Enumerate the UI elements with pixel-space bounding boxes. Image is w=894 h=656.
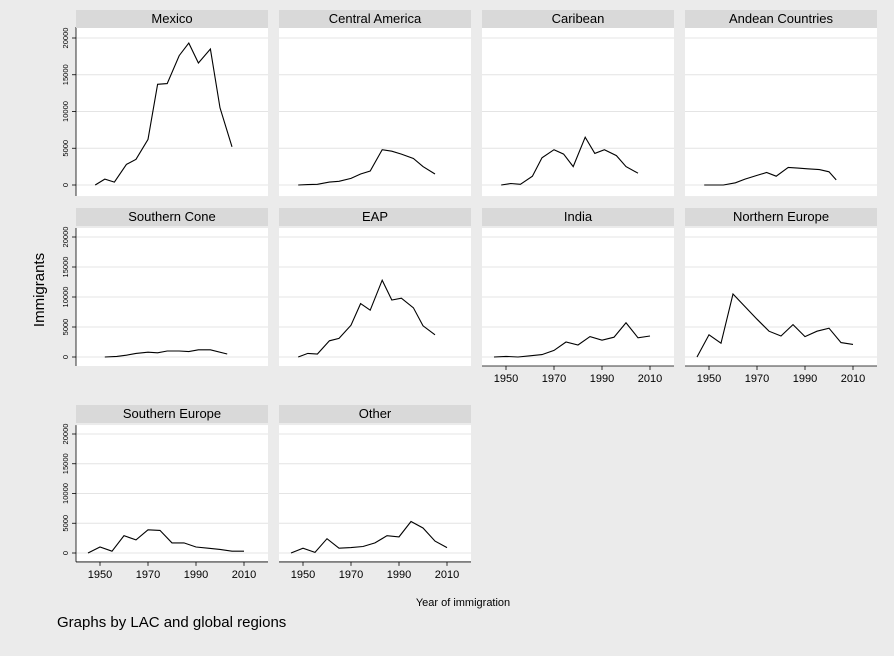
line (298, 149, 436, 186)
line (493, 321, 651, 358)
line (290, 520, 448, 554)
line (94, 42, 233, 186)
x-tick-label: 1970 (745, 373, 769, 385)
y-tick-label: 10000 (61, 101, 70, 122)
x-tick-label: 1990 (793, 373, 817, 385)
x-tick-label: 1990 (184, 569, 208, 581)
line (696, 292, 854, 358)
x-axis-title: Year of immigration (416, 597, 510, 609)
panel-title: Mexico (151, 11, 192, 26)
y-tick-label: 10000 (61, 287, 70, 308)
y-tick-label: 5000 (61, 319, 70, 336)
x-tick-label: 1990 (387, 569, 411, 581)
y-tick-label: 5000 (61, 515, 70, 532)
y-tick-label: 15000 (61, 64, 70, 85)
panel-title: Central America (329, 11, 422, 26)
panel-header (76, 208, 268, 226)
line (104, 349, 228, 358)
note: Graphs by LAC and global regions (57, 614, 286, 631)
panel-header (685, 208, 877, 226)
y-axis-title: Immigrants (31, 253, 48, 327)
panel-header (482, 208, 674, 226)
y-tick-label: 20000 (61, 28, 70, 49)
y-tick-label: 5000 (61, 140, 70, 157)
panel-header (279, 405, 471, 423)
y-tick-label: 10000 (61, 483, 70, 504)
y-tick-label: 15000 (61, 257, 70, 278)
x-tick-label: 2010 (841, 373, 865, 385)
panel-header (279, 10, 471, 28)
x-tick-label: 1990 (590, 373, 614, 385)
panel-header (685, 10, 877, 28)
y-tick-label: 0 (61, 551, 70, 555)
y-tick-label: 20000 (61, 424, 70, 445)
y-tick-label: 15000 (61, 453, 70, 474)
line (501, 135, 639, 186)
x-tick-label: 1970 (136, 569, 160, 581)
x-tick-label: 1950 (291, 569, 315, 581)
x-tick-label: 1950 (88, 569, 112, 581)
y-tick-label: 20000 (61, 227, 70, 248)
line (704, 166, 837, 186)
x-tick-label: 1950 (697, 373, 721, 385)
panel-header (76, 405, 268, 423)
panel-title: EAP (362, 209, 388, 224)
panel-header (482, 10, 674, 28)
x-tick-label: 2010 (232, 569, 256, 581)
x-tick-label: 1970 (542, 373, 566, 385)
panel-title: Other (359, 406, 392, 421)
x-tick-label: 1950 (494, 373, 518, 385)
panel-title: Caribean (552, 11, 605, 26)
x-tick-label: 2010 (435, 569, 459, 581)
panel-title: Southern Cone (128, 209, 215, 224)
panel-title: Andean Countries (729, 11, 834, 26)
panel-header (76, 10, 268, 28)
panel-header (279, 208, 471, 226)
y-tick-label: 0 (61, 183, 70, 187)
x-tick-label: 2010 (638, 373, 662, 385)
panel-title: India (564, 209, 593, 224)
panel-title: Southern Europe (123, 406, 221, 421)
panel-title: Northern Europe (733, 209, 829, 224)
line (298, 278, 436, 358)
x-tick-label: 1970 (339, 569, 363, 581)
line (87, 529, 244, 554)
y-tick-label: 0 (61, 355, 70, 359)
